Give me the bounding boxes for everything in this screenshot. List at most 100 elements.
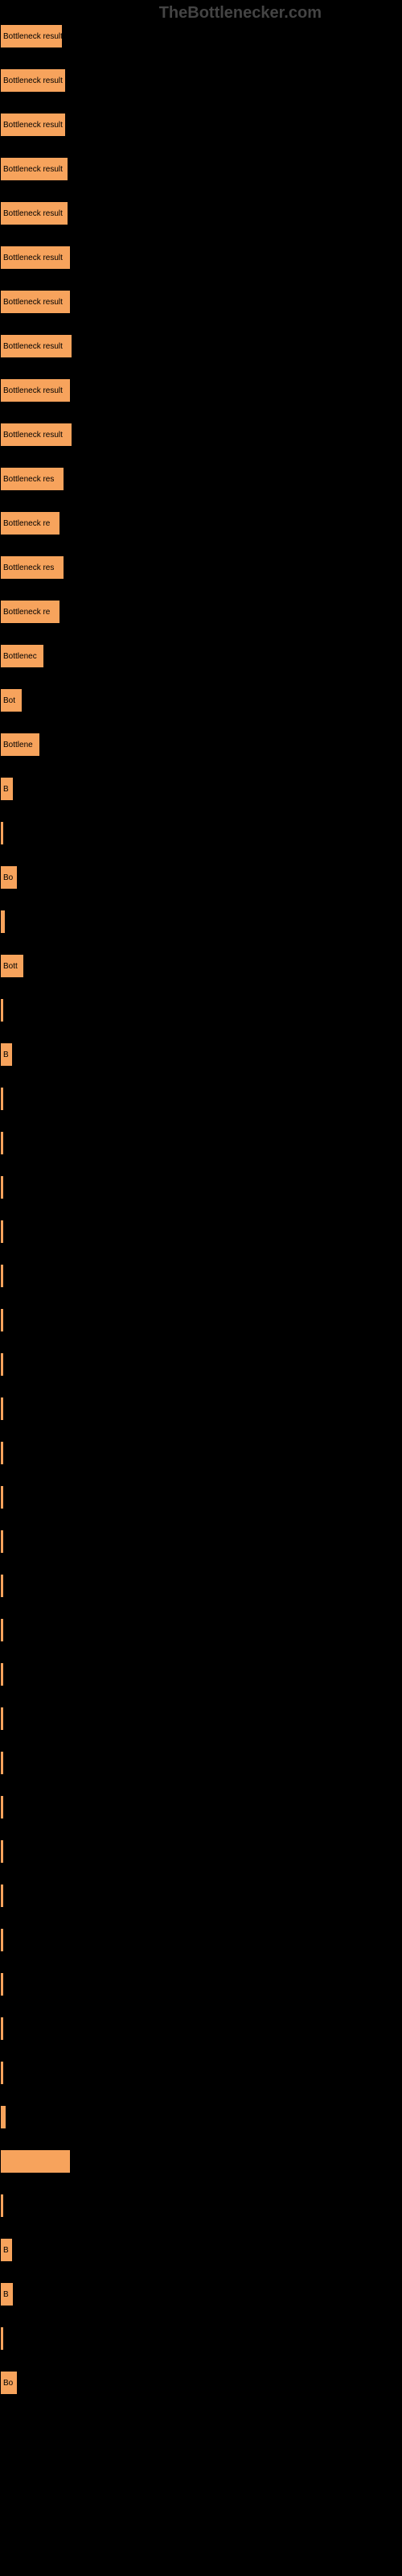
bar-row: [0, 1662, 402, 1686]
bar-row: [0, 1397, 402, 1421]
chart-bar: [0, 2105, 6, 2129]
bar-row: Bottleneck res: [0, 467, 402, 491]
bar-row: Bottleneck result: [0, 113, 402, 137]
bar-row: Bottleneck result: [0, 334, 402, 358]
bar-row: [0, 1530, 402, 1554]
chart-bar: B: [0, 2238, 13, 2262]
bar-row: Bo: [0, 2371, 402, 2395]
chart-bar: Bottlenec: [0, 644, 44, 668]
chart-bar: [0, 1530, 4, 1554]
bar-row: Bottleneck re: [0, 600, 402, 624]
bar-row: [0, 1087, 402, 1111]
chart-bar: Bottleneck re: [0, 511, 60, 535]
bar-row: Bottlene: [0, 733, 402, 757]
chart-bar: [0, 1795, 4, 1819]
chart-bar: Bottlene: [0, 733, 40, 757]
bar-row: [0, 1485, 402, 1509]
chart-bar: [0, 2326, 4, 2351]
chart-bar: Bottleneck result: [0, 24, 63, 48]
chart-bar: Bottleneck result: [0, 157, 68, 181]
bar-row: [0, 2061, 402, 2085]
chart-bar: [0, 1662, 4, 1686]
bar-row: Bottleneck result: [0, 423, 402, 447]
chart-bar: [0, 1131, 4, 1155]
bar-row: Bottleneck result: [0, 290, 402, 314]
chart-bar: [0, 1352, 4, 1377]
bar-row: Bottleneck result: [0, 378, 402, 402]
bar-row: [0, 910, 402, 934]
bar-row: [0, 2149, 402, 2174]
bar-row: B: [0, 777, 402, 801]
chart-bar: Bottleneck result: [0, 378, 71, 402]
bar-row: Bot: [0, 688, 402, 712]
chart-bar: [0, 1574, 4, 1598]
chart-bar: [0, 1839, 4, 1864]
chart-bar: [0, 1308, 4, 1332]
bar-row: Bottleneck result: [0, 246, 402, 270]
chart-bar: [0, 1972, 4, 1996]
chart-bar: Bottleneck result: [0, 201, 68, 225]
bar-row: Bottleneck result: [0, 24, 402, 48]
chart-bar: [0, 1751, 4, 1775]
bar-row: [0, 1972, 402, 1996]
bar-row: [0, 998, 402, 1022]
bar-row: [0, 2326, 402, 2351]
chart-bar: [0, 1485, 4, 1509]
bar-row: [0, 1220, 402, 1244]
chart-bar: Bottleneck result: [0, 113, 66, 137]
chart-bar: [0, 821, 4, 845]
chart-bar: Bottleneck re: [0, 600, 60, 624]
chart-bar: [0, 1220, 4, 1244]
bar-row: [0, 1131, 402, 1155]
bar-row: Bottleneck re: [0, 511, 402, 535]
chart-bar: Bot: [0, 688, 23, 712]
chart-bar: B: [0, 1042, 13, 1067]
bar-row: B: [0, 2282, 402, 2306]
chart-bar: [0, 1928, 4, 1952]
chart-bar: [0, 2149, 71, 2174]
bar-row: [0, 1884, 402, 1908]
chart-bar: [0, 1397, 4, 1421]
chart-bar: Bo: [0, 865, 18, 890]
bar-row: Bo: [0, 865, 402, 890]
chart-bar: [0, 1618, 4, 1642]
bar-row: [0, 1574, 402, 1598]
chart-bar: Bott: [0, 954, 24, 978]
bar-row: [0, 2017, 402, 2041]
chart-bar: Bottleneck result: [0, 423, 72, 447]
bar-row: [0, 1928, 402, 1952]
chart-bar: Bottleneck result: [0, 290, 71, 314]
chart-bar: Bottleneck result: [0, 68, 66, 93]
bar-row: [0, 1441, 402, 1465]
chart-bar: [0, 2061, 4, 2085]
chart-bar: B: [0, 777, 14, 801]
chart-bar: [0, 1884, 4, 1908]
bar-row: [0, 1264, 402, 1288]
bar-row: Bottleneck res: [0, 555, 402, 580]
chart-bar: Bottleneck result: [0, 334, 72, 358]
chart-bar: Bo: [0, 2371, 18, 2395]
chart-bar: [0, 998, 4, 1022]
chart-bar: [0, 1175, 4, 1199]
bar-chart: Bottleneck result Bottleneck result Bottle…: [0, 0, 402, 2431]
bar-row: [0, 1839, 402, 1864]
bar-row: B: [0, 1042, 402, 1067]
bar-row: Bottleneck result: [0, 201, 402, 225]
bar-row: [0, 821, 402, 845]
chart-bar: [0, 1087, 4, 1111]
bar-row: [0, 1618, 402, 1642]
bar-row: Bottleneck result: [0, 157, 402, 181]
chart-bar: [0, 1707, 4, 1731]
chart-bar: [0, 2017, 4, 2041]
bar-row: [0, 2105, 402, 2129]
chart-bar: [0, 910, 6, 934]
chart-bar: [0, 1264, 4, 1288]
bar-row: [0, 1707, 402, 1731]
bar-row: [0, 1352, 402, 1377]
bar-row: [0, 1175, 402, 1199]
bar-row: [0, 1308, 402, 1332]
chart-bar: [0, 1441, 4, 1465]
bar-row: Bottlenec: [0, 644, 402, 668]
bar-row: [0, 2194, 402, 2218]
bar-row: [0, 1795, 402, 1819]
